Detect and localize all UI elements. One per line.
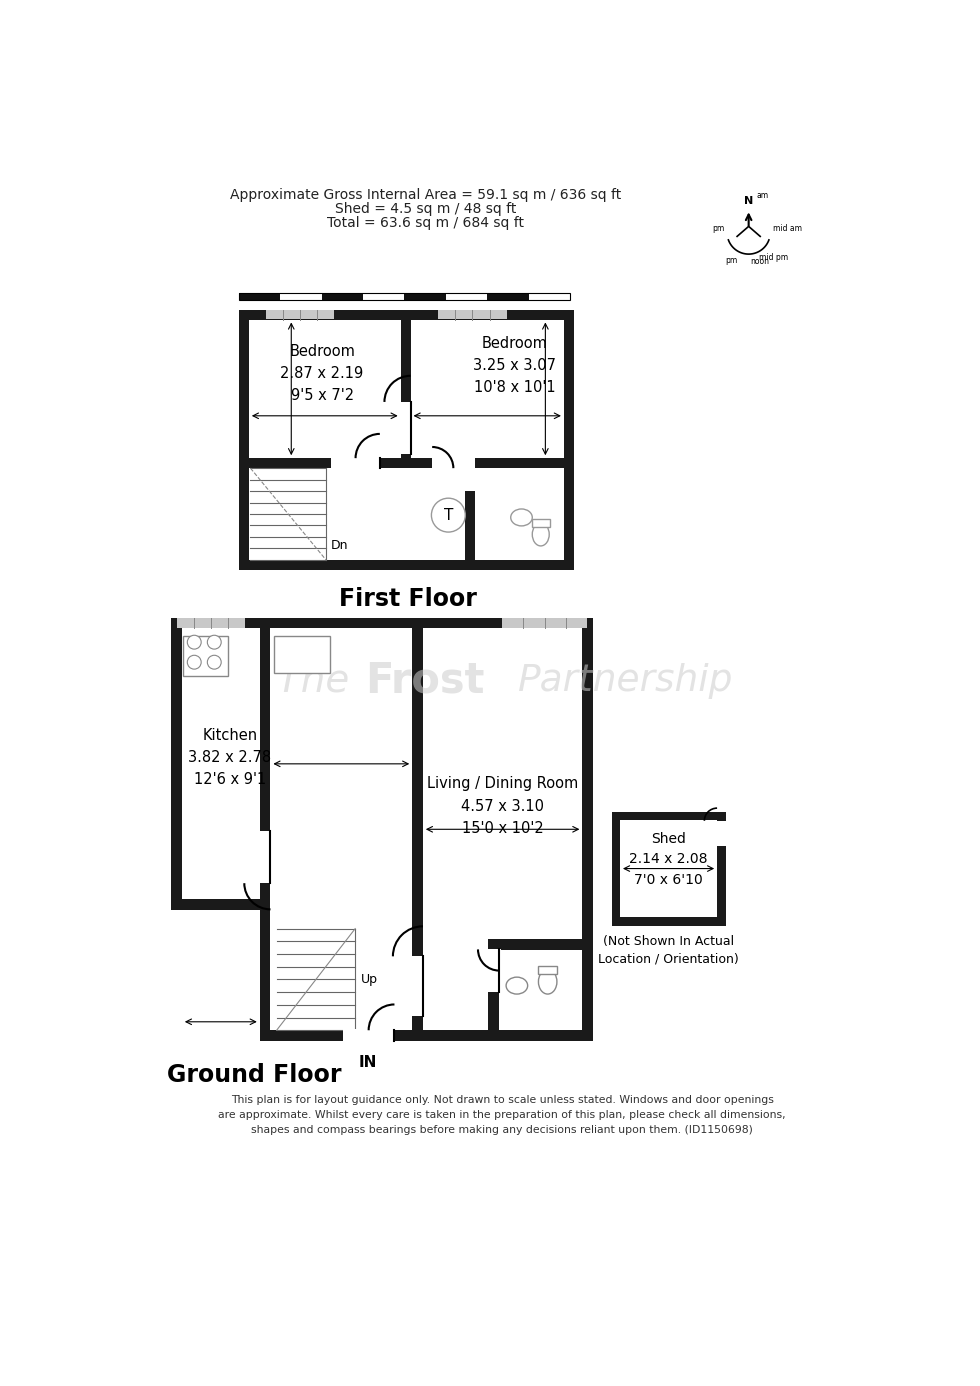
- Bar: [564, 309, 574, 570]
- Bar: [612, 918, 725, 926]
- Bar: [531, 518, 550, 527]
- Bar: [413, 956, 424, 1016]
- Text: pm: pm: [711, 225, 724, 233]
- Bar: [260, 911, 270, 1041]
- Text: Dn: Dn: [330, 539, 348, 552]
- Text: (Not Shown In Actual
Location / Orientation): (Not Shown In Actual Location / Orientat…: [598, 934, 739, 966]
- Bar: [183, 636, 228, 676]
- Text: N: N: [744, 197, 754, 207]
- Text: This plan is for layout guidance only. Not drawn to scale unless stated. Windows: This plan is for layout guidance only. N…: [219, 1095, 786, 1135]
- Bar: [239, 292, 280, 301]
- Text: noon: noon: [751, 258, 769, 266]
- Bar: [260, 1030, 343, 1041]
- Bar: [343, 1028, 395, 1041]
- Bar: [538, 966, 557, 974]
- Text: mid pm: mid pm: [760, 254, 789, 262]
- Bar: [432, 456, 474, 468]
- Bar: [582, 618, 593, 1041]
- Bar: [411, 459, 564, 468]
- Ellipse shape: [538, 969, 557, 994]
- Text: Bedroom
3.25 x 3.07
10'8 x 10'1: Bedroom 3.25 x 3.07 10'8 x 10'1: [473, 335, 556, 395]
- Bar: [528, 292, 570, 301]
- Bar: [260, 830, 272, 883]
- Bar: [239, 292, 570, 301]
- Text: am: am: [757, 191, 768, 200]
- Bar: [260, 618, 593, 628]
- Bar: [266, 310, 333, 319]
- Circle shape: [208, 635, 221, 649]
- Circle shape: [431, 498, 465, 532]
- Ellipse shape: [532, 523, 549, 546]
- Circle shape: [187, 635, 201, 649]
- Bar: [488, 949, 501, 992]
- Circle shape: [208, 656, 221, 669]
- Bar: [280, 292, 321, 301]
- Bar: [413, 628, 423, 1030]
- Bar: [487, 292, 528, 301]
- Text: IN: IN: [359, 1055, 376, 1070]
- Bar: [405, 292, 446, 301]
- Ellipse shape: [506, 977, 527, 994]
- Bar: [239, 309, 249, 570]
- Bar: [438, 310, 507, 319]
- Text: Living / Dining Room
4.57 x 3.10
15'0 x 10'2: Living / Dining Room 4.57 x 3.10 15'0 x …: [427, 776, 578, 836]
- Text: First Floor: First Floor: [339, 586, 477, 611]
- Bar: [249, 459, 401, 468]
- Text: pm: pm: [725, 255, 738, 265]
- Circle shape: [187, 656, 201, 669]
- Text: T: T: [444, 507, 453, 523]
- Bar: [716, 821, 726, 847]
- Bar: [401, 402, 413, 455]
- Text: mid am: mid am: [773, 225, 803, 233]
- Bar: [488, 940, 582, 951]
- Text: Total = 63.6 sq m / 684 sq ft: Total = 63.6 sq m / 684 sq ft: [326, 216, 523, 230]
- Bar: [488, 940, 499, 1030]
- Bar: [717, 812, 725, 926]
- Bar: [612, 812, 725, 821]
- Bar: [321, 292, 363, 301]
- Bar: [172, 618, 270, 628]
- Text: Frost: Frost: [366, 660, 485, 701]
- Text: The: The: [277, 661, 363, 700]
- Bar: [239, 560, 574, 570]
- Bar: [446, 292, 487, 301]
- Bar: [401, 320, 411, 468]
- Bar: [612, 812, 620, 926]
- Bar: [172, 628, 182, 911]
- Bar: [331, 456, 380, 468]
- Text: Kitchen
3.82 x 2.78
12'6 x 9'1: Kitchen 3.82 x 2.78 12'6 x 9'1: [188, 728, 271, 787]
- Text: Shed
2.14 x 2.08
7'0 x 6'10: Shed 2.14 x 2.08 7'0 x 6'10: [629, 832, 708, 887]
- Bar: [239, 309, 574, 320]
- Text: Approximate Gross Internal Area = 59.1 sq m / 636 sq ft: Approximate Gross Internal Area = 59.1 s…: [229, 188, 621, 202]
- Ellipse shape: [511, 509, 532, 525]
- Bar: [172, 900, 260, 911]
- Bar: [274, 636, 330, 674]
- Bar: [363, 292, 405, 301]
- Bar: [260, 628, 270, 911]
- Bar: [177, 618, 245, 628]
- Text: Bedroom
2.87 x 2.19
9'5 x 7'2: Bedroom 2.87 x 2.19 9'5 x 7'2: [280, 344, 364, 403]
- Text: Up: Up: [362, 973, 378, 985]
- Bar: [466, 491, 475, 560]
- Text: Ground Floor: Ground Floor: [168, 1063, 342, 1087]
- Bar: [503, 618, 587, 628]
- Bar: [395, 1030, 582, 1041]
- Text: Partnership: Partnership: [517, 663, 733, 699]
- Text: Shed = 4.5 sq m / 48 sq ft: Shed = 4.5 sq m / 48 sq ft: [334, 202, 515, 216]
